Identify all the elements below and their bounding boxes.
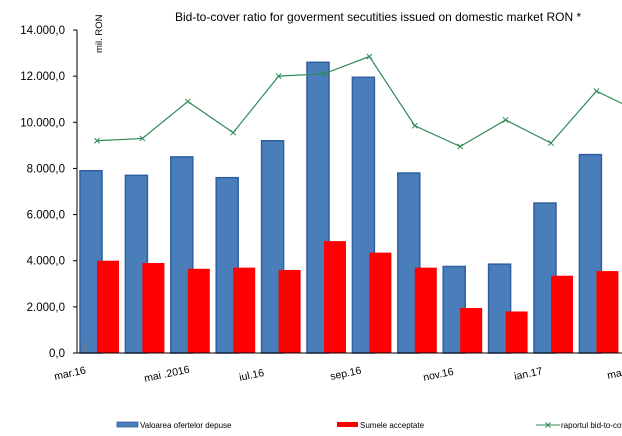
series-bid-to-cover-line xyxy=(94,53,622,150)
y-axis: 0,0 2.000,0 4.000,0 6.000,0 8.000,0 10.000,0 1… xyxy=(20,25,77,360)
y-tick-label: 6.000,0 xyxy=(27,210,65,222)
y-tick-label: 12.000,0 xyxy=(20,71,65,83)
line-point-marker xyxy=(411,122,418,129)
line-point-marker xyxy=(548,140,554,147)
y-tick-label: 8.000,0 xyxy=(27,163,65,175)
y-tick-label: 14.000,0 xyxy=(20,25,65,37)
line-point-marker xyxy=(593,88,600,95)
bar-sumele xyxy=(233,267,256,353)
legend-label: Sumele acceptate xyxy=(360,421,425,430)
y-tick-label: 4.000,0 xyxy=(27,256,65,268)
legend-item-valoarea: Valoarea ofertelor depuse xyxy=(116,421,232,430)
line-point-marker xyxy=(184,98,191,105)
bar-sumele xyxy=(369,252,392,353)
bar-sumele xyxy=(596,271,619,353)
x-axis: mar.16 mai .2016 iul.16 sep.16 nov.16 ian.17 m… xyxy=(53,364,622,385)
x-tick-label: sep.16 xyxy=(329,365,362,383)
legend-item-sumele: Sumele acceptate xyxy=(337,421,425,430)
legend-label: Valoarea ofertelor depuse xyxy=(140,421,232,430)
line-point-marker xyxy=(275,73,282,80)
line-point-marker xyxy=(366,53,373,60)
legend-swatch xyxy=(116,421,139,428)
y-axis-unit-label: mil. RON xyxy=(94,14,105,53)
bar-sumele xyxy=(187,268,210,353)
bar-sumele xyxy=(551,275,573,353)
bar-sumele xyxy=(142,263,165,353)
y-tick-label: 2.000,0 xyxy=(27,302,65,314)
x-tick-label: nov.16 xyxy=(422,366,455,384)
y-tick-label: 10.000,0 xyxy=(20,117,65,129)
bar-sumele xyxy=(324,241,346,353)
bar-sumele xyxy=(505,311,528,353)
line-point-marker xyxy=(457,143,464,150)
line-point-marker xyxy=(502,117,509,123)
legend-swatch xyxy=(337,422,358,427)
bar-sumele xyxy=(278,269,301,353)
chart-title: Bid-to-cover ratio for goverment secutit… xyxy=(175,10,581,24)
line-point-marker xyxy=(139,135,146,142)
x-tick-label: mar.16 xyxy=(53,364,87,382)
x-tick-label: ma xyxy=(606,367,622,382)
x-tick-label: iul.16 xyxy=(238,367,265,384)
series-sumele-bars xyxy=(97,241,619,353)
line-point-marker xyxy=(94,137,100,144)
bar-sumele xyxy=(97,260,119,353)
line-point-marker xyxy=(321,70,327,77)
x-tick-label: ian.17 xyxy=(513,365,544,383)
y-tick-label: 0,0 xyxy=(49,348,65,360)
line-point-marker xyxy=(230,129,237,136)
bar-sumele xyxy=(414,267,437,353)
legend-item-bid-to-cover: raportul bid-to-cove xyxy=(536,421,622,430)
legend-label: raportul bid-to-cove xyxy=(561,421,622,430)
legend: Valoarea ofertelor depuse Sumele acceptat… xyxy=(116,421,622,430)
x-tick-label: mai .2016 xyxy=(143,364,191,385)
bar-sumele xyxy=(460,308,483,353)
